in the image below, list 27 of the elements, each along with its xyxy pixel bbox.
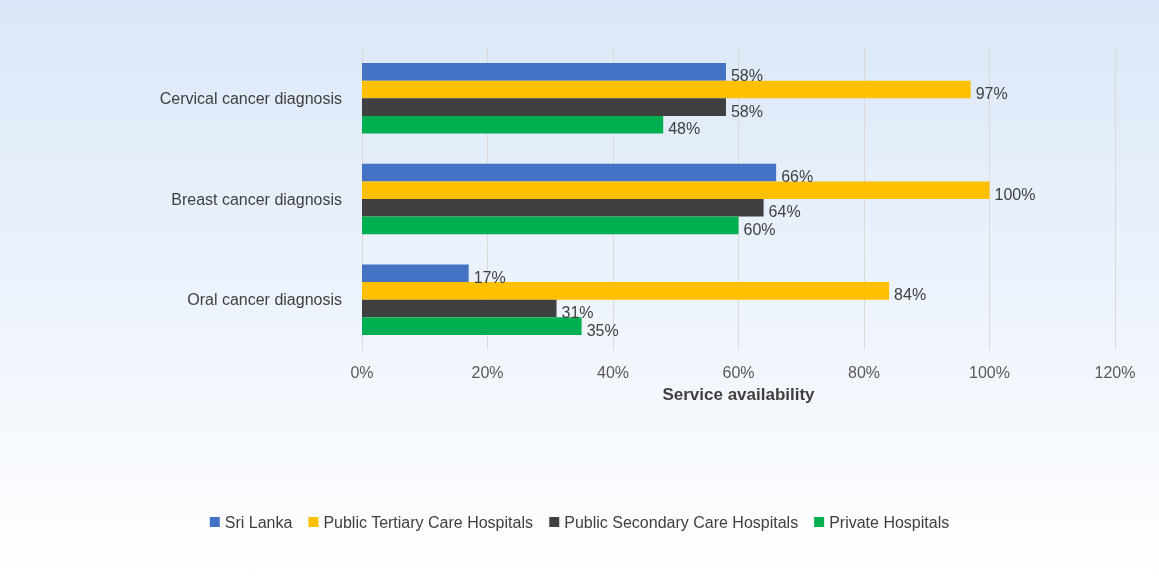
- data-label: 58%: [730, 67, 763, 85]
- legend-label: Public Tertiary Care Hospitals: [323, 513, 533, 531]
- y-tick-label: Oral cancer diagnosis: [187, 291, 342, 309]
- y-tick-label: Breast cancer diagnosis: [171, 190, 342, 208]
- x-tick-label: 60%: [722, 363, 755, 381]
- data-label: 35%: [586, 321, 619, 339]
- data-label: 48%: [668, 120, 701, 138]
- data-label: 97%: [975, 85, 1008, 103]
- legend-label: Sri Lanka: [224, 513, 293, 531]
- data-label: 66%: [781, 168, 814, 186]
- data-label: 58%: [730, 102, 763, 120]
- data-label: 64%: [768, 203, 801, 221]
- x-tick-label: 0%: [350, 363, 374, 381]
- x-tick-label: 100%: [969, 363, 1010, 381]
- data-label: 100%: [994, 185, 1036, 203]
- y-tick-label: Cervical cancer diagnosis: [159, 89, 342, 107]
- data-label: 31%: [561, 303, 594, 321]
- x-tick-label: 80%: [847, 363, 881, 381]
- data-label: 60%: [743, 220, 776, 238]
- x-tick-label: 40%: [596, 363, 630, 381]
- data-label: 17%: [473, 268, 506, 286]
- x-axis-title: Service availability: [662, 385, 816, 404]
- x-tick-label: 120%: [1094, 363, 1136, 381]
- x-tick-label: 20%: [471, 363, 504, 381]
- data-label: 84%: [894, 286, 927, 304]
- legend-label: Private Hospitals: [829, 513, 950, 531]
- legend-label: Public Secondary Care Hospitals: [564, 513, 799, 531]
